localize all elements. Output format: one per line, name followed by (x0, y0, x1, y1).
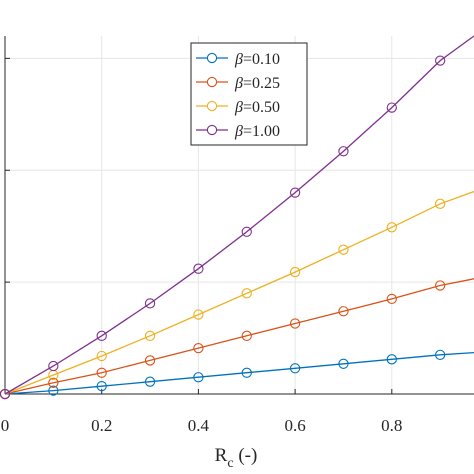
tick-labels: 0 0.2 0.4 0.6 0.8 (1, 416, 403, 435)
x-tick-label: 0.4 (188, 416, 210, 435)
x-axis-label-subscript: c (227, 456, 233, 471)
data-point-marker (144, 355, 156, 366)
legend-value: =0.50 (243, 99, 280, 116)
data-point-marker (435, 349, 446, 360)
legend-value: =1.00 (243, 123, 280, 140)
data-point-marker (435, 280, 446, 291)
data-point-marker (48, 385, 59, 396)
x-tick-label: 0 (1, 416, 10, 435)
data-point-marker (144, 298, 156, 309)
data-point-marker (386, 354, 397, 365)
data-point-marker (289, 187, 301, 198)
series-line-4 (4, 35, 474, 395)
legend-symbol: β (234, 123, 243, 140)
data-point-marker (48, 360, 59, 372)
data-point-marker (338, 306, 349, 317)
data-point-marker (386, 222, 397, 233)
data-point-marker (241, 226, 252, 237)
data-point-marker (338, 244, 349, 255)
data-point-marker (144, 376, 156, 387)
x-axis-label-main: R (215, 445, 228, 466)
data-point-marker (193, 342, 204, 354)
legend-symbol: β (234, 75, 243, 92)
legend-marker (206, 52, 218, 64)
legend-entry: β=1.00 (234, 123, 280, 140)
data-point-marker (96, 350, 107, 362)
data-point-marker (241, 367, 252, 378)
x-axis-label: Rc (-) (215, 445, 258, 471)
series-group (0, 35, 474, 400)
data-point-marker (96, 381, 107, 392)
axes (4, 36, 474, 395)
data-point-marker (338, 146, 349, 157)
data-point-marker (193, 372, 204, 383)
data-point-marker (0, 388, 11, 400)
data-point-marker (435, 55, 446, 66)
data-point-marker (386, 293, 397, 305)
data-point-marker (96, 367, 107, 378)
data-point-marker (193, 309, 204, 320)
legend-symbol: β (234, 99, 243, 116)
legend-marker (206, 76, 218, 88)
data-point-marker (96, 330, 107, 341)
legend: β=0.10β=0.25β=0.50β=1.00 (190, 42, 308, 146)
data-point-marker (338, 358, 349, 369)
legend-marker (206, 124, 218, 136)
data-point-marker (289, 266, 301, 278)
x-tick-label: 0.2 (91, 416, 112, 435)
data-point-marker (48, 377, 59, 388)
series-line-3 (4, 190, 474, 395)
data-point-marker (435, 198, 446, 209)
x-axis-label-unit: (-) (234, 445, 258, 466)
x-tick-label: 0.6 (284, 416, 305, 435)
legend-marker (206, 100, 218, 112)
data-point-marker (289, 318, 301, 329)
legend-symbol: β (234, 51, 243, 68)
legend-entry: β=0.10 (234, 51, 280, 68)
legend-entry: β=0.25 (234, 75, 280, 92)
series-line-2 (4, 278, 474, 395)
data-point-marker (193, 263, 204, 274)
series-line-1 (4, 351, 474, 395)
data-point-marker (241, 288, 252, 299)
data-point-marker (144, 330, 156, 341)
legend-entry: β=0.50 (234, 99, 280, 116)
data-point-marker (289, 363, 301, 374)
data-point-marker (386, 102, 397, 113)
x-tick-label: 0.8 (381, 416, 402, 435)
data-point-marker (241, 330, 252, 341)
legend-value: =0.10 (243, 51, 280, 68)
legend-value: =0.25 (243, 75, 280, 92)
